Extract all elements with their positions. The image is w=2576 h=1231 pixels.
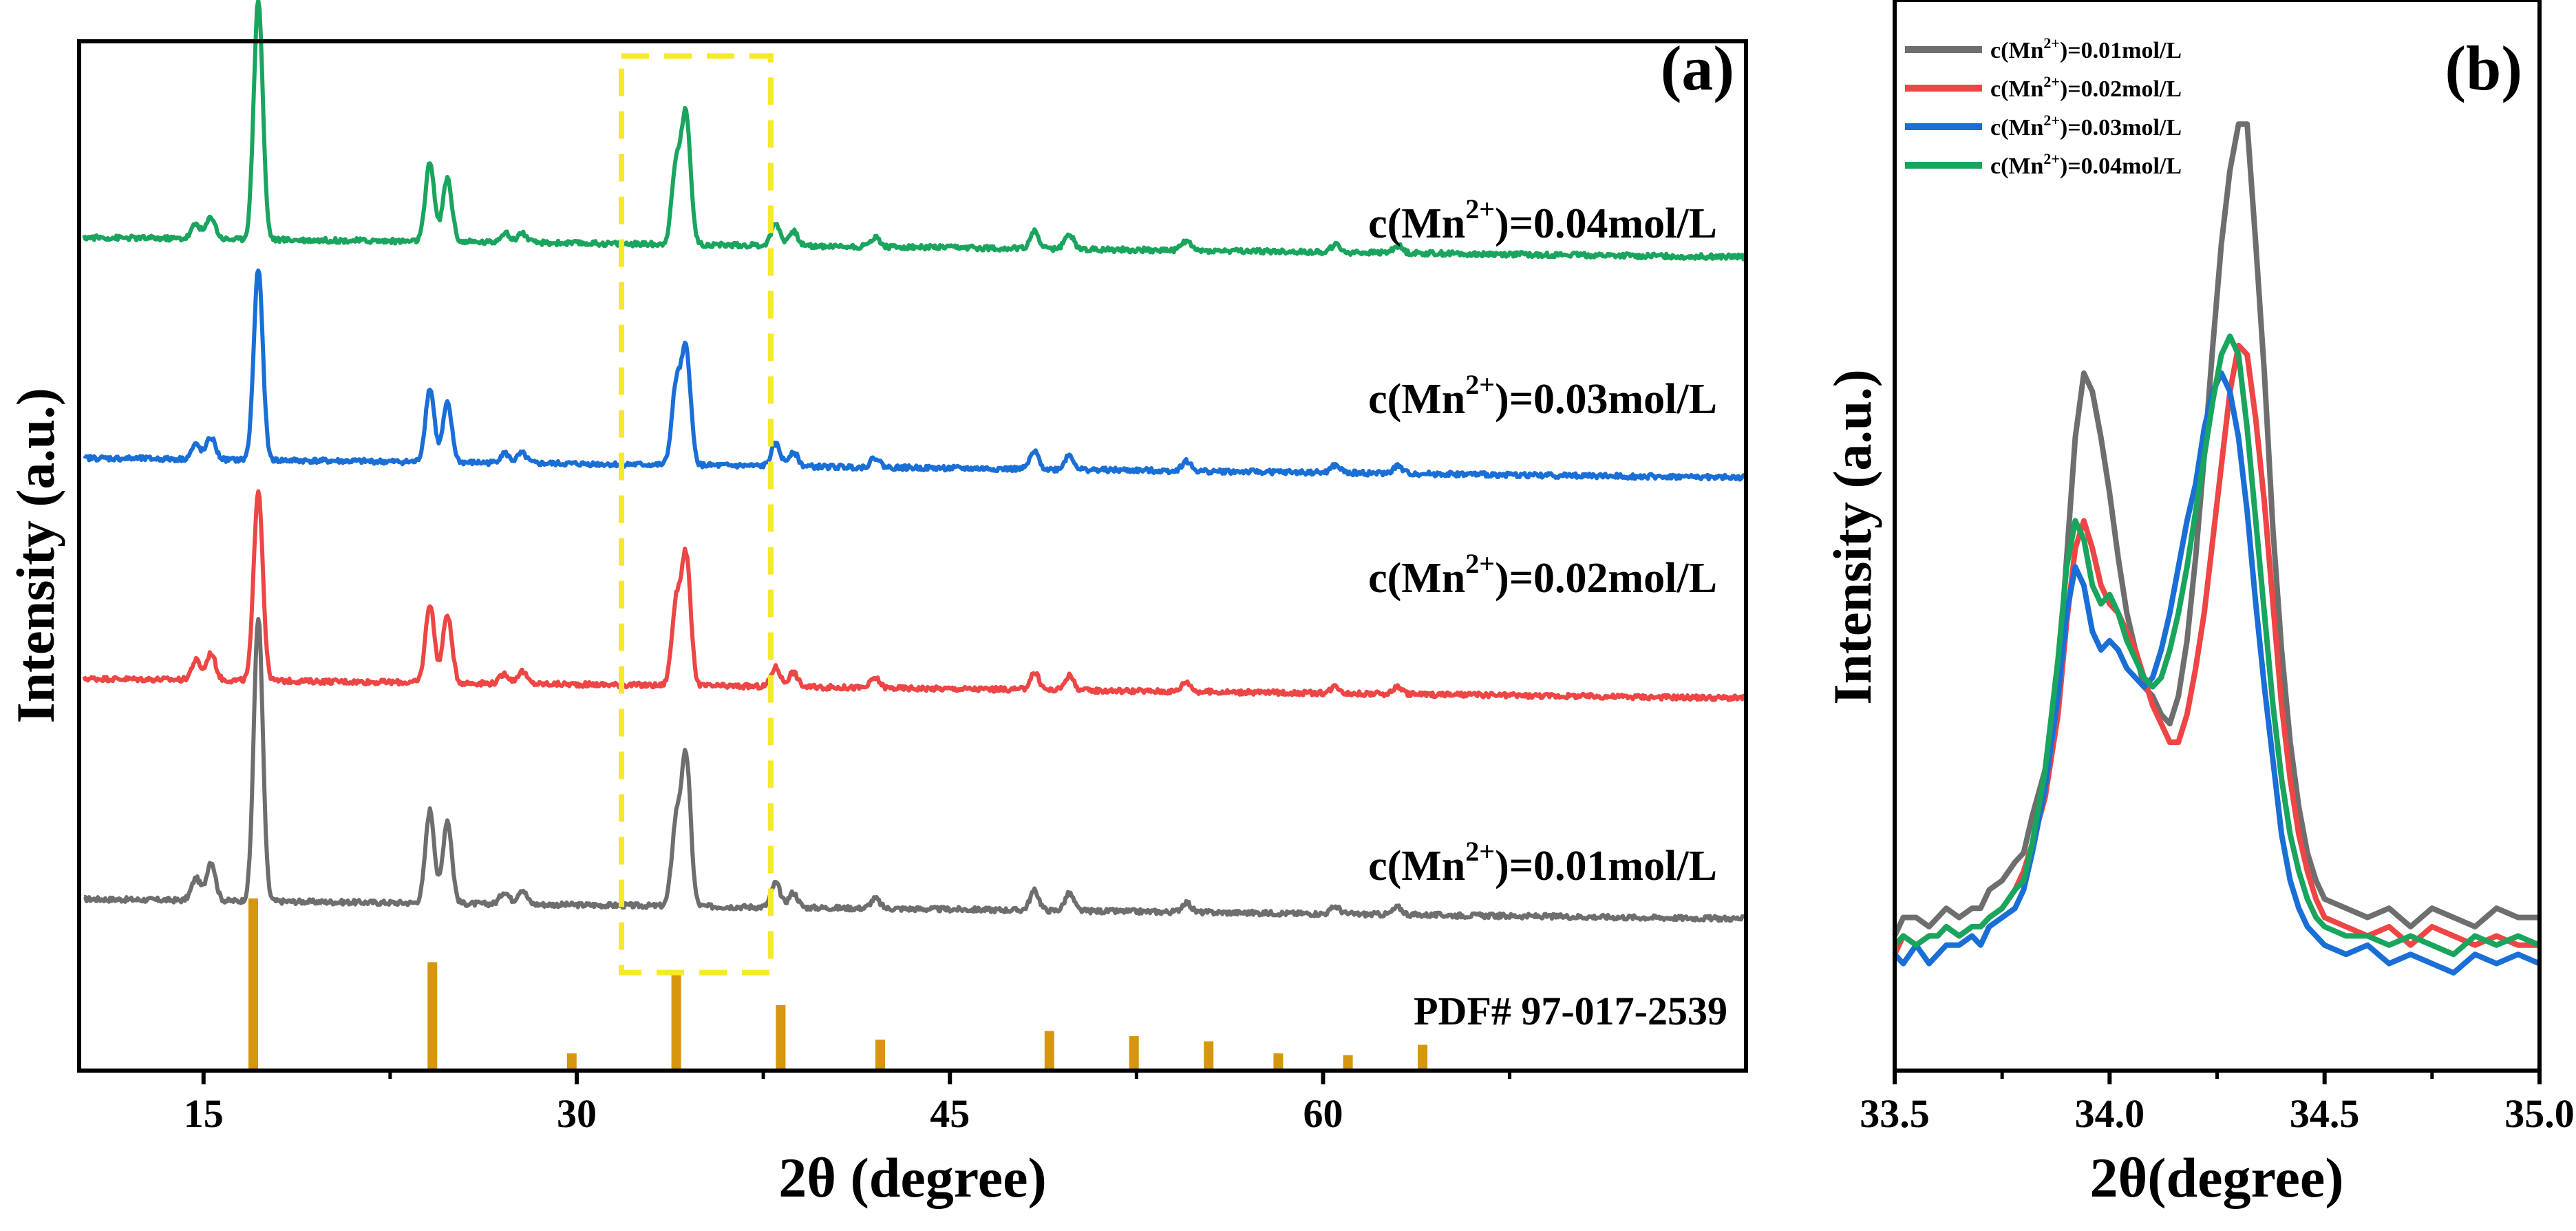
panel-a-y-axis-title: Intensity (a.u.) <box>6 388 65 724</box>
x-tick-label-45: 45 <box>930 1091 970 1136</box>
reference-bar-012 <box>1418 1044 1428 1071</box>
panel-b-label: (b) <box>2445 33 2522 103</box>
reference-bar-007 <box>1044 1031 1054 1071</box>
x-tick-label-15: 15 <box>184 1091 224 1136</box>
panel-b-y-axis-title: Intensity (a.u.) <box>1822 369 1882 705</box>
legend-label-004: c(Mn2+)=0.04mol/L <box>1990 150 2182 179</box>
series-line-001 <box>83 617 1746 923</box>
panel-a-x-ticks: 15 30 45 60 <box>184 1071 1512 1136</box>
series-label-002: c(Mn2+)=0.02mol/L <box>1368 548 1717 602</box>
panel-a-frame <box>77 39 1748 1073</box>
reference-bar-008 <box>1129 1036 1139 1071</box>
reference-bar-009 <box>1204 1041 1214 1071</box>
reference-bar-004 <box>671 972 681 1071</box>
zoom-x-tick-label: 35.0 <box>2504 1091 2575 1136</box>
reference-bar-002 <box>427 962 438 1071</box>
reference-bar-006 <box>875 1040 885 1071</box>
series-label-001: c(Mn2+)=0.01mol/L <box>1368 836 1717 890</box>
zoom-x-tick-label: 33.5 <box>1860 1091 1930 1136</box>
zoom-series-line-003 <box>1893 370 2541 976</box>
zoom-series-line-001 <box>1892 121 2540 938</box>
reference-bar-011 <box>1343 1055 1353 1071</box>
reference-bar-001 <box>248 898 258 1071</box>
x-tick-label-60: 60 <box>1303 1091 1343 1136</box>
panel-b-series-group <box>1892 121 2541 976</box>
panel-a-x-axis-title: 2θ (degree) <box>778 1146 1047 1209</box>
series-label-004: c(Mn2+)=0.04mol/L <box>1368 193 1717 247</box>
series-line-004 <box>82 0 1747 262</box>
panel-a-reference-bars <box>248 898 1428 1071</box>
zoom-series-line-004 <box>1893 333 2541 958</box>
series-line-002 <box>82 489 1747 702</box>
panel-a-series-group <box>82 0 1747 923</box>
zoom-x-tick-label: 34.0 <box>2075 1091 2145 1136</box>
zoom-x-tick-label: 34.5 <box>2290 1091 2360 1136</box>
series-label-003: c(Mn2+)=0.03mol/L <box>1368 369 1717 423</box>
panel-a-label: (a) <box>1661 33 1734 103</box>
legend-label-001: c(Mn2+)=0.01mol/L <box>1990 34 2182 63</box>
x-tick-label-30: 30 <box>557 1091 597 1136</box>
pdf-reference-label: PDF# 97-017-2539 <box>1414 989 1727 1033</box>
panel-b-x-axis-title: 2θ(degree) <box>2089 1146 2343 1209</box>
series-line-003 <box>83 268 1746 482</box>
reference-bar-005 <box>776 1005 786 1071</box>
panel-b: 33.5 34.0 34.5 35.0 c(Mn2+)=0.01mol/L c(Mn2… <box>1822 0 2575 1209</box>
legend: c(Mn2+)=0.01mol/L c(Mn2+)=0.02mol/L c(Mn… <box>1905 34 2182 179</box>
panel-a: 15 30 45 60 (a) c(Mn2+)=0.04mol/L c(Mn2+)=0… <box>6 0 1748 1209</box>
legend-label-003: c(Mn2+)=0.03mol/L <box>1990 112 2182 140</box>
highlight-box <box>619 53 774 976</box>
reference-bar-003 <box>566 1053 577 1071</box>
panel-b-x-ticks: 33.5 34.0 34.5 35.0 <box>1860 1071 2575 1136</box>
legend-label-002: c(Mn2+)=0.02mol/L <box>1990 73 2182 102</box>
reference-bar-010 <box>1273 1053 1284 1071</box>
